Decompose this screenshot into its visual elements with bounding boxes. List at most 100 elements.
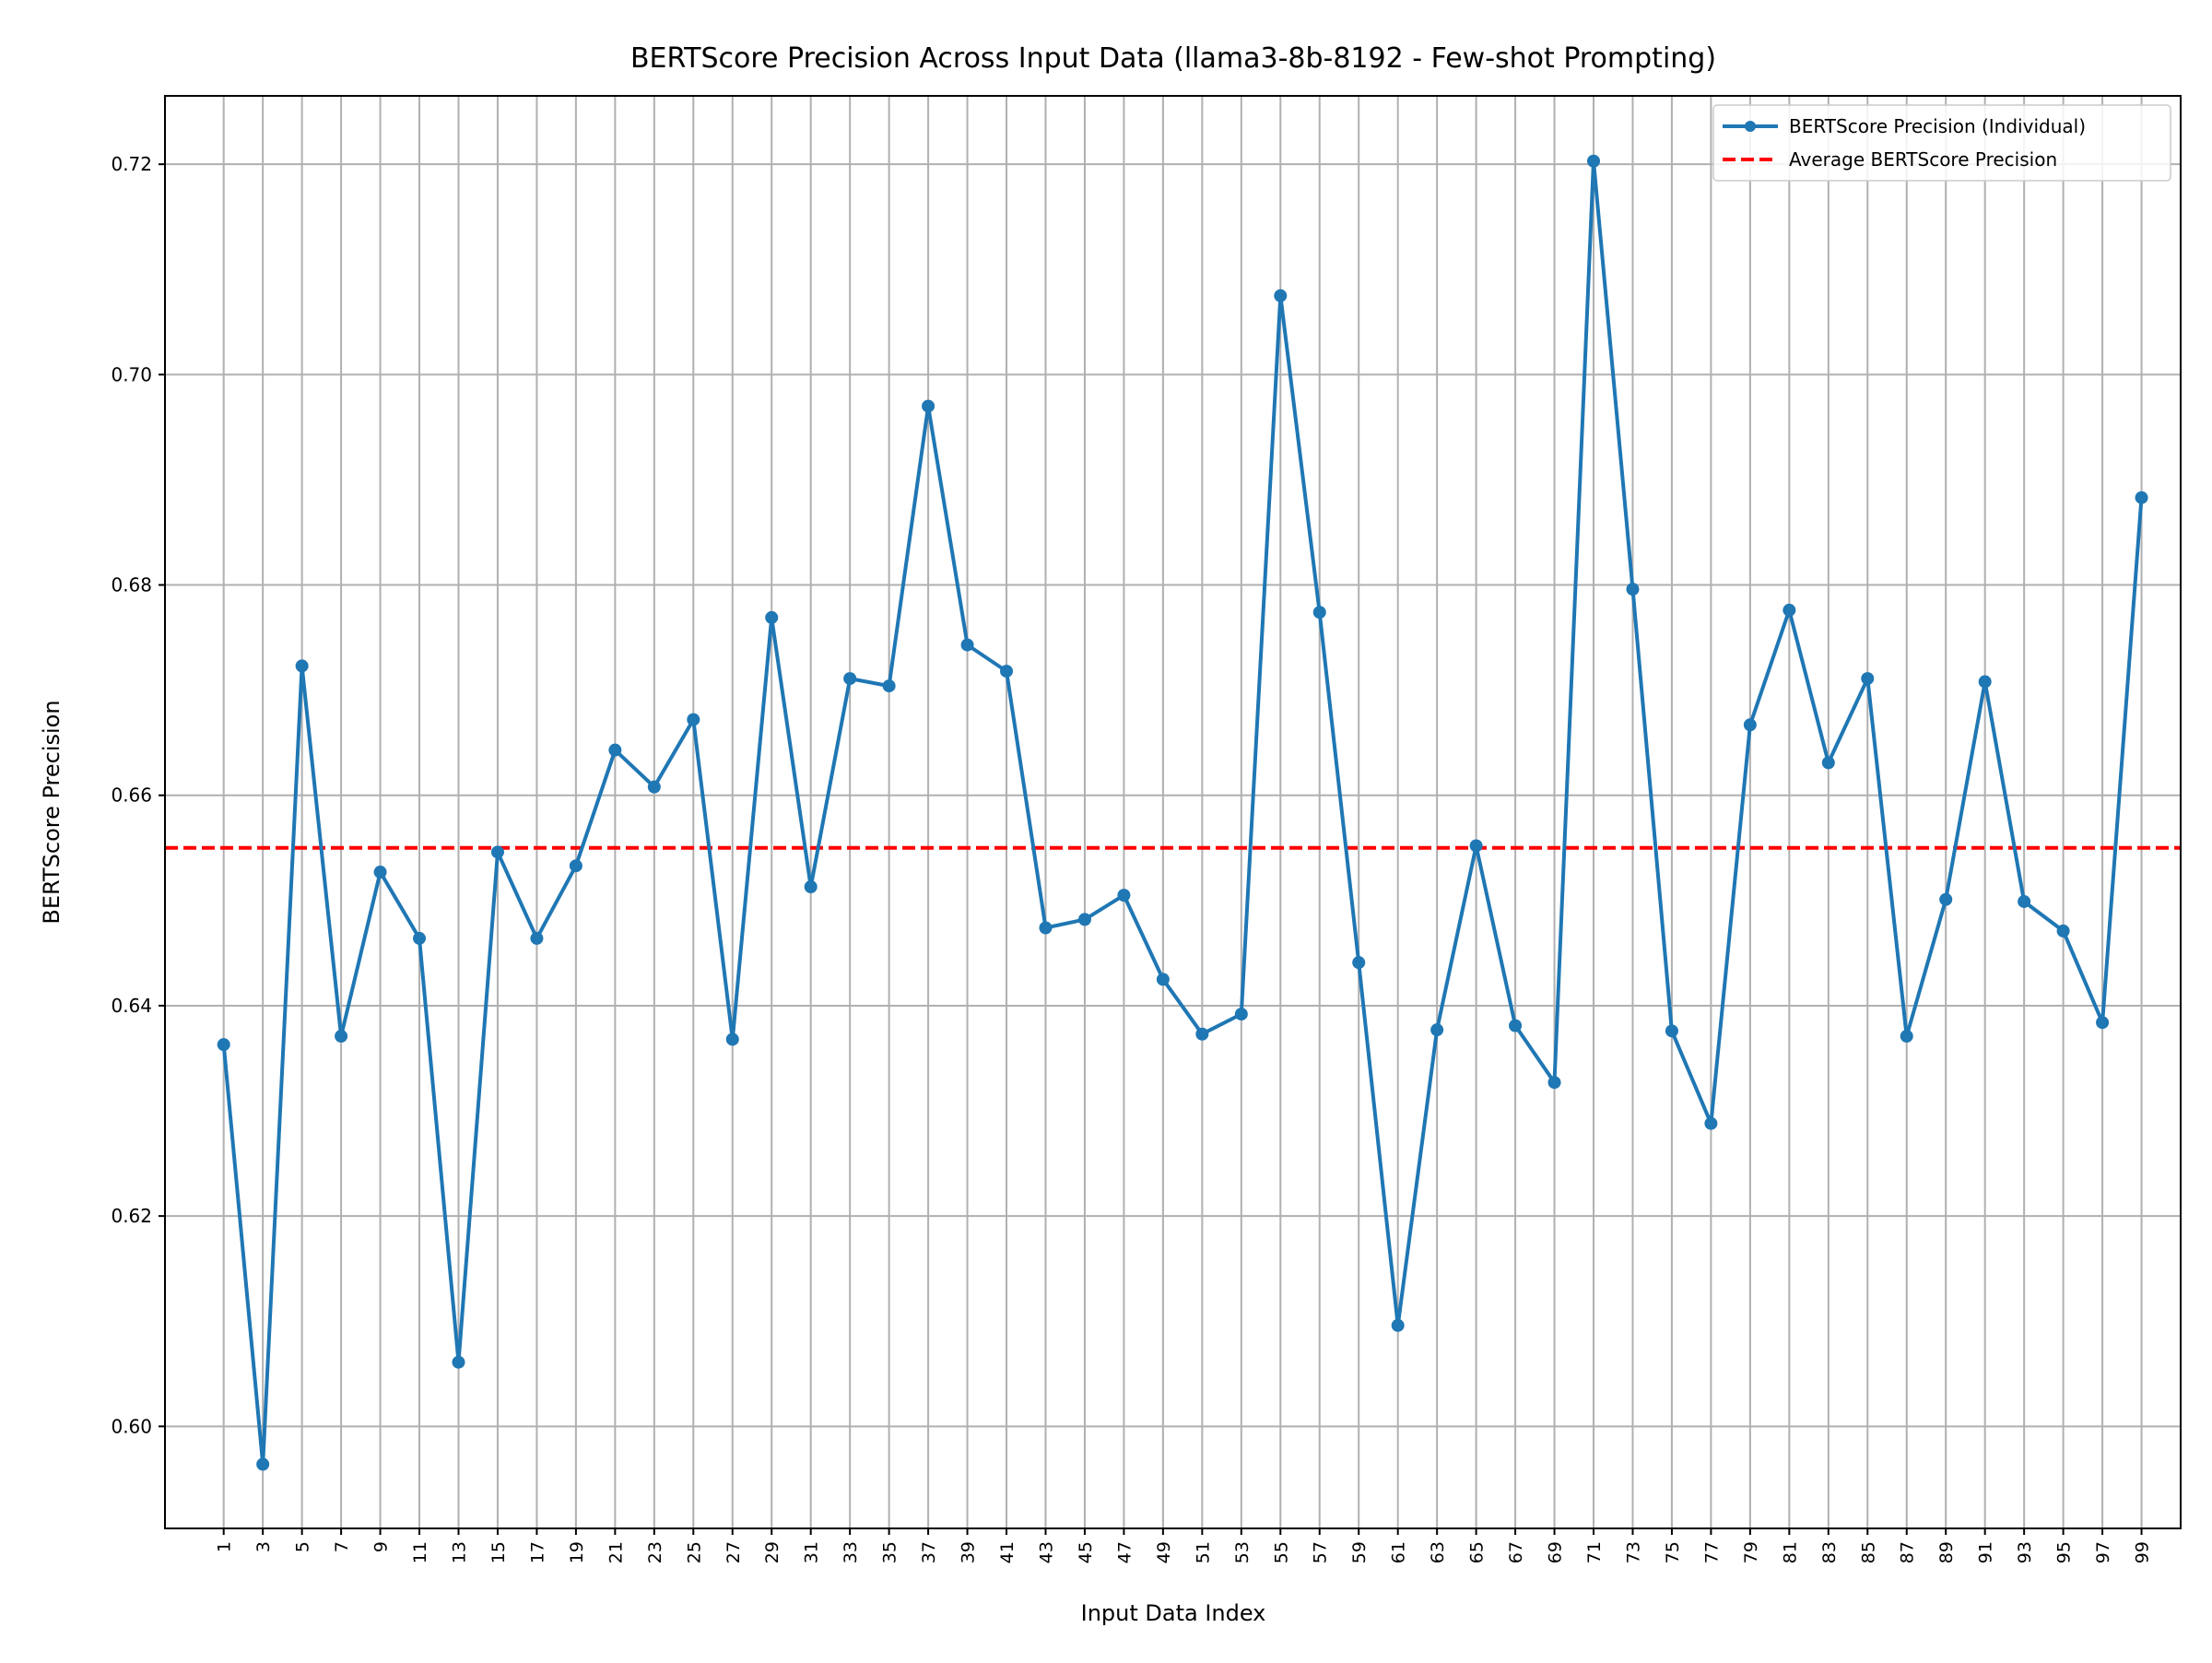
x-tick-label: 11 [410,1541,430,1563]
data-point [2135,490,2148,504]
data-point [1117,889,1131,902]
chart-title: BERTScore Precision Across Input Data (l… [630,42,1716,75]
x-tick-label: 33 [841,1541,861,1563]
x-tick-label: 9 [371,1541,392,1552]
y-tick-label: 0.62 [111,1205,152,1227]
y-axis-label: BERTScore Precision [39,700,65,924]
x-tick-label: 37 [919,1541,939,1563]
data-point [1861,672,1875,686]
x-tick-label: 87 [1898,1541,1918,1563]
x-tick-label: 47 [1114,1541,1135,1563]
y-tick-label: 0.60 [111,1415,152,1437]
data-point [1900,1030,1913,1044]
x-tick-label: 53 [1232,1541,1253,1563]
x-tick-label: 25 [684,1541,704,1563]
x-tick-label: 67 [1506,1541,1526,1563]
x-tick-label: 75 [1663,1541,1683,1563]
data-point [1274,289,1288,302]
x-tick-label: 59 [1349,1541,1370,1563]
x-tick-label: 61 [1389,1541,1409,1563]
data-point [882,679,896,693]
data-point [725,1032,739,1046]
x-tick-label: 93 [2015,1541,2035,1563]
x-axis-label: Input Data Index [1081,1600,1266,1626]
x-tick-label: 7 [332,1541,352,1552]
x-tick-label: 27 [724,1541,744,1563]
data-point [960,638,974,652]
x-tick-label: 83 [1819,1541,1840,1563]
data-point [2018,894,2031,908]
x-tick-label: 57 [1311,1541,1331,1563]
legend-label-average: Average BERTScore Precision [1789,148,2057,171]
data-point [1469,839,1483,853]
data-point [217,1038,230,1052]
x-tick-label: 1 [215,1541,235,1552]
data-point [647,780,661,794]
legend-marker-individual [1745,121,1756,132]
x-tick-label: 13 [449,1541,469,1563]
data-point [373,866,387,879]
data-point [452,1355,465,1369]
data-point [256,1457,270,1471]
data-point [1743,718,1757,732]
data-point [922,399,935,413]
data-point [1783,603,1796,617]
data-point [2056,924,2070,938]
data-point [413,931,427,945]
x-tick-label: 3 [253,1541,274,1552]
data-point [1000,665,1014,678]
x-tick-label: 69 [1546,1541,1566,1563]
data-point [1312,606,1326,619]
y-tick-label: 0.68 [111,574,152,596]
series-line-individual [221,159,2144,1467]
data-point [687,713,700,726]
x-tick-label: 19 [567,1541,587,1563]
x-tick-label: 77 [1701,1541,1722,1563]
data-point [1547,1076,1561,1090]
data-point [1430,1023,1444,1037]
x-tick-label: 43 [1036,1541,1056,1563]
x-tick-label: 39 [959,1541,979,1563]
x-tick-label: 55 [1271,1541,1291,1563]
x-tick-label: 45 [1076,1541,1096,1563]
data-point [335,1030,348,1044]
x-tick-label: 21 [606,1541,626,1563]
data-point [843,672,857,686]
x-tick-label: 81 [1780,1541,1800,1563]
data-point [765,610,779,624]
x-tick-label: 85 [1858,1541,1878,1563]
x-tick-label: 91 [1976,1541,1996,1563]
data-point [1821,756,1835,770]
x-tick-label: 17 [527,1541,547,1563]
y-tick-label: 0.72 [111,153,152,175]
x-tick-label: 5 [293,1541,313,1552]
x-tick-label: 97 [2093,1541,2113,1563]
data-point [1626,583,1640,596]
legend-box [1712,104,2171,182]
x-tick-label: 29 [762,1541,782,1563]
data-point [804,880,818,894]
data-point [1352,956,1366,970]
legend-label-individual: BERTScore Precision (Individual) [1789,115,2086,137]
data-point [1234,1008,1248,1021]
data-point [1665,1024,1678,1038]
y-tick-label: 0.64 [111,995,152,1017]
x-tick-label: 31 [802,1541,822,1563]
y-axis: 0.60 0.62 0.64 0.66 0.68 0.70 0.72 [111,153,165,1437]
x-tick-label: 23 [645,1541,665,1563]
data-point [1509,1019,1523,1032]
x-tick-label: 63 [1428,1541,1448,1563]
data-point [1195,1027,1209,1041]
data-point [1391,1318,1405,1332]
x-tick-label: 15 [488,1541,509,1563]
grid [165,96,2181,1528]
series-layer [217,154,2148,1471]
y-tick-label: 0.70 [111,363,152,385]
x-tick-label: 99 [2133,1541,2153,1563]
data-point [1978,675,1992,689]
data-point [1939,892,1953,906]
legend: BERTScore Precision (Individual) Average… [1712,104,2171,182]
data-point [490,845,504,859]
